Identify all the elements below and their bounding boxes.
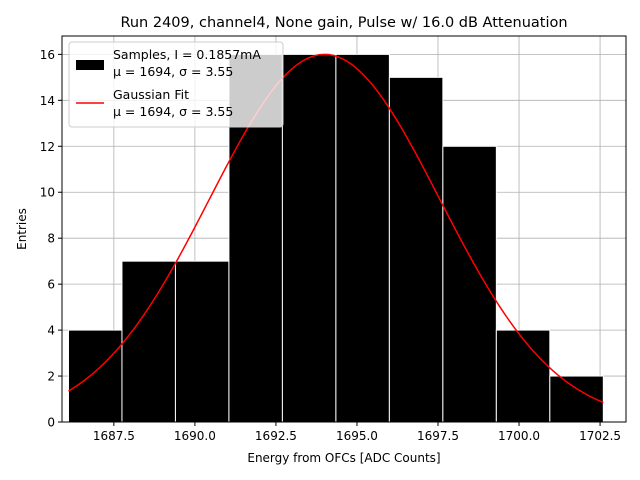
histogram-bar xyxy=(442,145,497,423)
histogram-bar xyxy=(281,53,337,423)
legend-fit-label: Gaussian Fit xyxy=(113,87,189,102)
legend-samples-swatch xyxy=(76,60,104,70)
histogram-bar xyxy=(335,53,390,423)
y-tick-label: 4 xyxy=(47,324,55,338)
legend-box xyxy=(68,41,284,128)
legend-fit-stats: μ = 1694, σ = 3.55 xyxy=(113,104,233,119)
y-axis-ticks: 0 2 4 6 8 10 12 14 16 xyxy=(40,48,62,430)
x-tick-label: 1692.5 xyxy=(255,429,297,443)
y-tick-label: 2 xyxy=(47,370,55,384)
histogram-bar xyxy=(495,329,551,423)
x-tick-label: 1687.5 xyxy=(93,429,135,443)
legend-samples-label: Samples, I = 0.1857mA xyxy=(113,47,261,62)
y-axis-label: Entries xyxy=(15,208,29,250)
histogram-bar xyxy=(388,76,444,423)
legend-samples-stats: μ = 1694, σ = 3.55 xyxy=(113,64,233,79)
legend: Samples, I = 0.1857mA μ = 1694, σ = 3.55… xyxy=(68,41,284,128)
x-axis-label: Energy from OFCs [ADC Counts] xyxy=(247,451,440,465)
x-tick-label: 1697.5 xyxy=(417,429,459,443)
plot-frame xyxy=(61,35,627,423)
y-tick-label: 8 xyxy=(47,232,55,246)
histogram-bars xyxy=(67,53,604,423)
x-tick-label: 1700.0 xyxy=(498,429,540,443)
y-tick-label: 12 xyxy=(40,140,55,154)
histogram-bar xyxy=(174,260,230,423)
histogram-bar xyxy=(67,329,123,423)
histogram-bar xyxy=(121,260,176,423)
x-tick-label: 1695.0 xyxy=(336,429,378,443)
y-tick-label: 16 xyxy=(40,48,55,62)
x-axis-ticks: 1687.5 1690.0 1692.5 1695.0 1697.5 1700.0 1702… xyxy=(93,422,621,443)
chart-title: Run 2409, channel4, None gain, Pulse w/ … xyxy=(120,15,567,31)
gaussian-fit-line xyxy=(68,53,604,404)
x-tick-label: 1690.0 xyxy=(174,429,216,443)
x-tick-label: 1702.5 xyxy=(579,429,621,443)
y-tick-label: 14 xyxy=(40,94,55,108)
y-tick-label: 6 xyxy=(47,278,55,292)
y-tick-label: 0 xyxy=(47,416,55,430)
y-tick-label: 10 xyxy=(40,186,55,200)
